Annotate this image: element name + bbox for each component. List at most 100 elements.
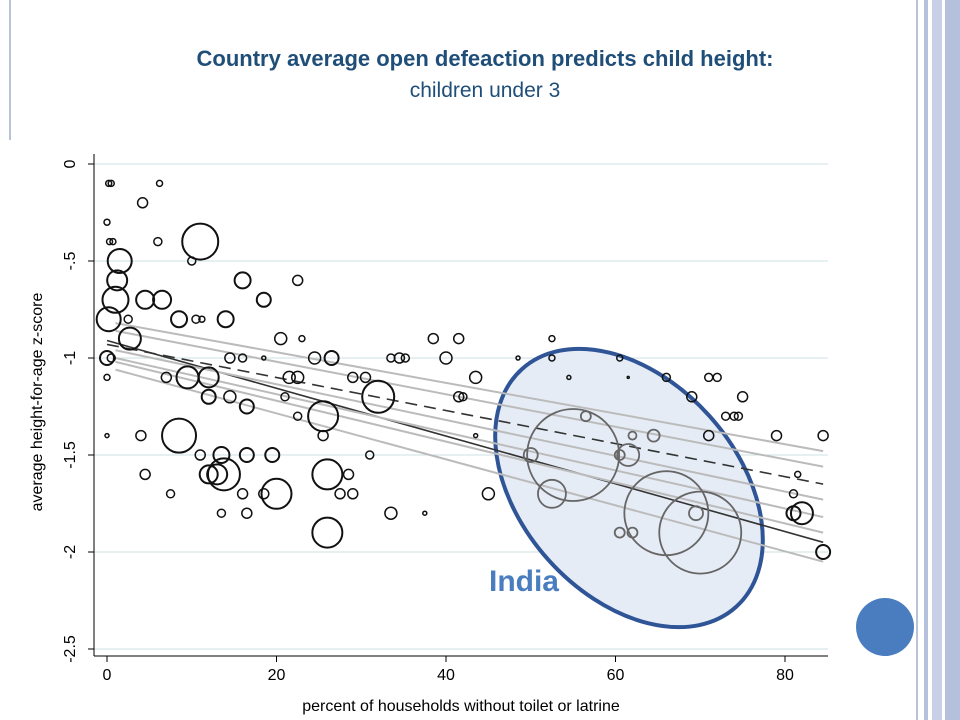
country-point — [427, 332, 440, 345]
country-point — [258, 488, 270, 500]
country-point — [197, 366, 220, 389]
country-point — [439, 351, 453, 365]
country-point — [153, 236, 163, 247]
country-point — [361, 379, 396, 414]
country-point — [615, 354, 624, 362]
country-point — [216, 508, 227, 518]
fit-line-ci-upper-outer — [115, 322, 824, 453]
x-tick-label: 0 — [103, 667, 112, 684]
y-tick-label: -1.5 — [62, 441, 79, 469]
slide-frame-right-line — [916, 0, 918, 720]
country-point — [107, 179, 115, 188]
country-point — [105, 237, 114, 246]
india-state-point — [613, 526, 626, 539]
country-point — [626, 375, 630, 380]
country-point — [237, 353, 248, 363]
country-point — [364, 450, 375, 460]
country-point — [155, 179, 164, 188]
country-points — [95, 179, 832, 560]
india-state-point — [579, 410, 592, 423]
country-point — [139, 468, 151, 481]
country-point — [702, 429, 715, 442]
country-point — [515, 355, 521, 361]
country-point — [99, 350, 115, 366]
country-point — [200, 388, 217, 405]
country-point — [481, 487, 496, 501]
country-point — [347, 488, 359, 500]
x-tick-label: 60 — [607, 667, 625, 684]
country-point — [311, 458, 344, 491]
country-point — [384, 506, 398, 520]
country-point — [261, 355, 267, 361]
country-point — [770, 429, 783, 442]
country-point — [472, 432, 479, 439]
y-tick-label: -.5 — [62, 252, 79, 271]
india-state-point — [537, 478, 567, 509]
country-point — [290, 370, 305, 385]
country-point — [117, 326, 142, 351]
fit-line-ci-mid-b — [115, 357, 824, 519]
x-tick-label: 20 — [268, 667, 286, 684]
country-point — [729, 411, 739, 421]
country-point — [788, 489, 799, 499]
country-point — [712, 372, 722, 383]
country-point — [106, 269, 129, 292]
india-state-point — [627, 430, 638, 441]
country-point — [703, 372, 714, 383]
x-tick-label: 40 — [437, 667, 455, 684]
y-tick-label: -2 — [62, 545, 79, 559]
country-point — [104, 432, 110, 439]
country-point — [400, 353, 411, 363]
country-point — [255, 291, 272, 308]
india-state-point — [616, 443, 641, 467]
country-point — [194, 449, 206, 461]
slide-frame-left-line — [9, 0, 11, 140]
country-point — [152, 289, 173, 310]
country-point — [264, 447, 281, 463]
country-point — [223, 390, 237, 404]
y-tick-label: -2.5 — [62, 635, 79, 663]
country-point — [815, 544, 832, 560]
x-axis-label: percent of households without toilet or … — [302, 698, 620, 715]
country-point — [206, 457, 241, 492]
country-point — [241, 507, 253, 519]
tick-labels: 0 -.5 -1 -1.5 -2 -2.5 0 20 40 60 80 — [62, 159, 794, 684]
country-point — [95, 306, 122, 333]
country-point — [135, 289, 156, 310]
y-axis-label: average height-for-age z-score — [29, 293, 46, 512]
scatter-chart: 0 -.5 -1 -1.5 -2 -2.5 0 20 40 60 80 India percent … — [29, 154, 832, 715]
country-point — [181, 222, 220, 261]
country-point — [334, 488, 346, 500]
country-point — [104, 179, 113, 188]
country-point — [548, 354, 556, 362]
country-point — [212, 446, 231, 464]
country-point — [307, 351, 322, 365]
country-point — [109, 237, 117, 246]
country-point — [291, 274, 304, 287]
country-point — [468, 370, 483, 385]
country-point — [103, 218, 111, 226]
country-point — [566, 374, 572, 381]
country-point — [216, 310, 235, 329]
country-point — [317, 429, 329, 442]
country-point — [793, 470, 802, 479]
country-point — [106, 353, 116, 363]
slide-title-block: Country average open defeaction predicts… — [60, 44, 910, 106]
fit-lines — [106, 322, 824, 563]
country-point — [817, 429, 829, 442]
country-point — [165, 489, 176, 499]
y-tick-label: 0 — [62, 159, 79, 168]
country-point — [260, 477, 293, 510]
country-point — [191, 314, 201, 324]
country-point — [785, 505, 802, 522]
country-point — [160, 371, 173, 384]
slide-subtitle: children under 3 — [409, 79, 561, 102]
country-point — [170, 310, 189, 329]
india-state-point — [526, 408, 621, 502]
country-point — [548, 334, 556, 343]
fit-line-fit-dashed — [106, 343, 824, 485]
country-point — [273, 331, 288, 346]
india-state-point — [613, 449, 626, 461]
country-point — [347, 371, 359, 384]
india-state-point — [688, 505, 704, 522]
